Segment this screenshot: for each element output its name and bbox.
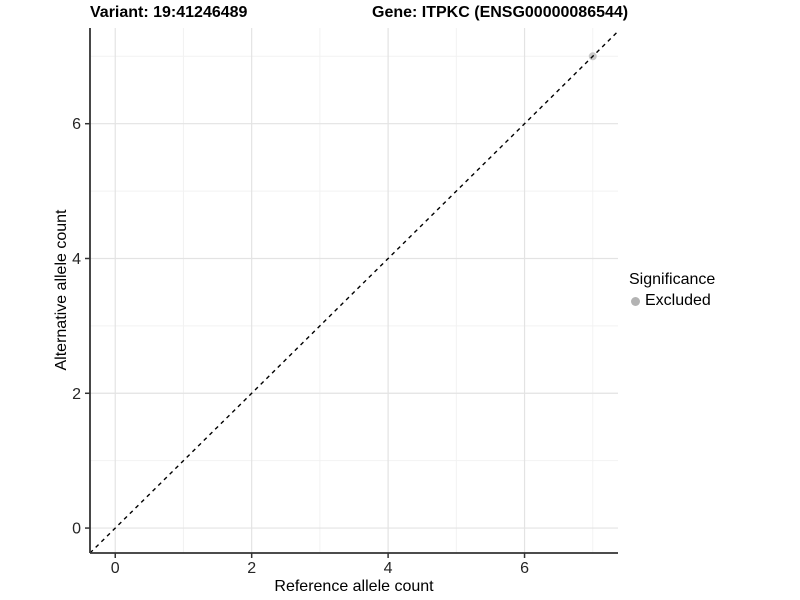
variant-title: Variant: 19:41246489 — [90, 4, 248, 21]
x-tick-label: 2 — [247, 560, 256, 577]
x-tick-label: 0 — [111, 560, 120, 577]
legend-point-icon — [631, 296, 640, 306]
legend-title: Significance — [629, 271, 716, 288]
y-axis-title: Alternative allele count — [53, 209, 70, 371]
legend-item-excluded: Excluded — [629, 292, 715, 310]
y-tick-label: 0 — [72, 521, 81, 538]
plot-panel: 0 2 4 6 0 2 4 6 — [72, 28, 619, 577]
y-tick-label: 6 — [72, 116, 81, 133]
gene-title: Gene: ITPKC (ENSG00000086544) — [372, 4, 629, 21]
legend: Significance Excluded — [629, 271, 715, 310]
x-tick-label: 4 — [384, 560, 393, 577]
x-tick-label: 6 — [520, 560, 529, 577]
y-tick-label: 4 — [72, 251, 81, 268]
identity-line — [89, 30, 619, 554]
x-axis-title: Reference allele count — [274, 578, 434, 595]
legend-item-label: Excluded — [645, 292, 711, 309]
y-tick-label: 2 — [72, 386, 81, 403]
